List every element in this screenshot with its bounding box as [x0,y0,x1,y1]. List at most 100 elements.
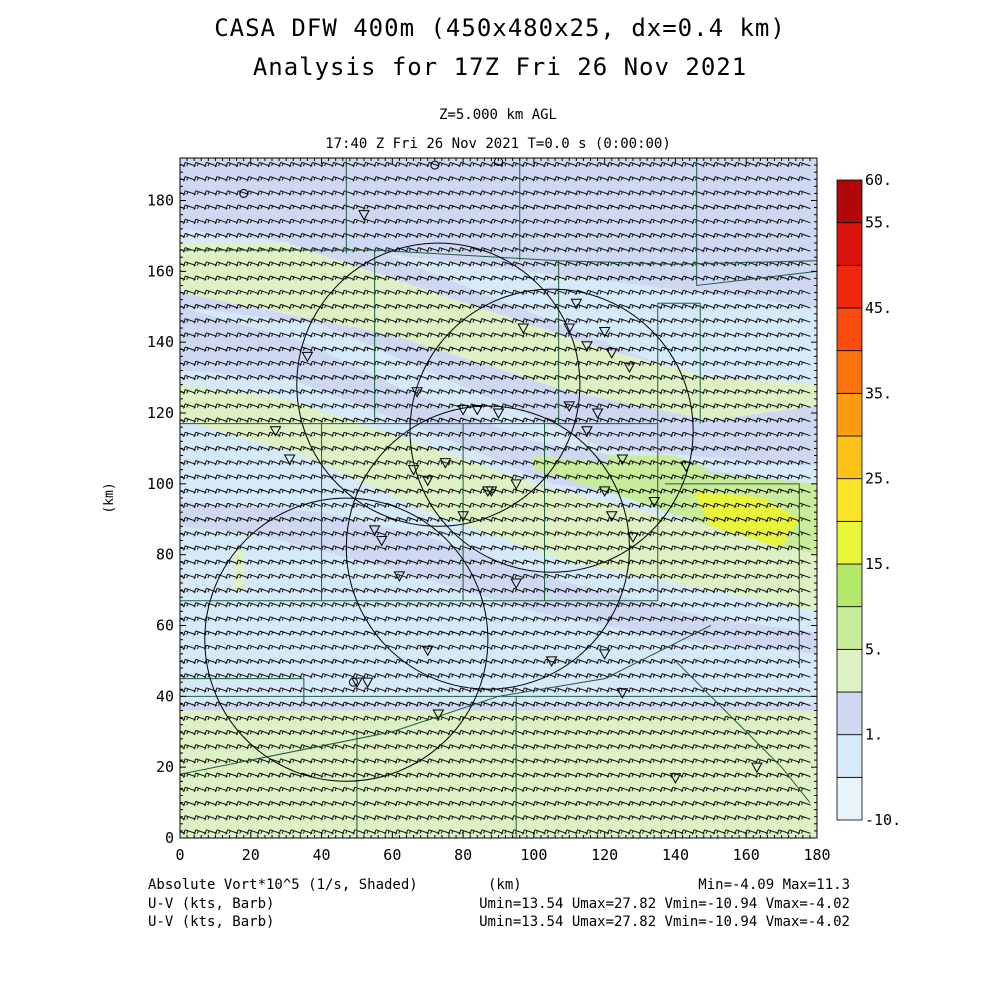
station-triangle [368,525,381,536]
station-triangle [375,536,388,547]
colorbar-label: 55. [865,214,892,232]
station-triangle [616,688,629,699]
station-circle [239,188,249,198]
x-tick-label: 160 [733,846,760,864]
colorbar-swatch [836,222,863,266]
station-triangle [393,571,406,582]
station-triangle [432,709,445,721]
y-axis-label: (km) [102,482,117,513]
shading-south [180,703,817,838]
station-triangle [517,323,530,335]
valid-time-label: 17:40 Z Fri 26 Nov 2021 T=0.0 s (0:00:00… [325,136,671,152]
colorbar-label: 45. [865,299,892,317]
colorbar-swatch [836,691,863,736]
colorbar-swatch [836,520,863,565]
station-triangle [545,656,558,667]
y-axis: 0 20 40 60 80 100 120 140 160 180 [147,164,817,847]
colorbar-swatch [836,435,863,480]
colorbar-label: 5. [865,640,883,658]
station-triangle [421,645,434,657]
x-tick-label: 100 [520,846,547,864]
x-tick-label: 140 [662,846,689,864]
colorbar-legend: -10. 1. 5. 15. 25. 35. 45. 55. 60. [836,171,901,829]
field1-range: Min=-4.09 Max=11.3 [698,877,850,893]
colorbar-label: 60. [865,171,892,189]
colorbar-swatch [836,648,863,693]
radar-range-ring [204,497,489,782]
colorbar-swatch [836,307,863,352]
y-tick-label: 0 [165,829,174,847]
colorbar-swatch [836,392,863,437]
colorbar-label: 15. [865,555,892,573]
station-triangle [750,762,763,774]
station-triangle [361,677,374,689]
x-axis: 0 20 40 60 80 100 120 140 160 180 [175,158,831,864]
station-circle [348,677,358,687]
station-triangle [421,475,434,487]
colorbar-label: -10. [865,811,901,829]
station-triangle [598,649,611,660]
y-tick-label: 80 [156,546,174,564]
station-triangle [605,348,618,359]
y-tick-label: 20 [156,758,174,776]
station-triangle [269,426,282,437]
station-triangle [563,323,576,335]
county-line [675,660,811,803]
colorbar-swatch [836,776,863,821]
station-triangle [457,511,469,522]
colorbar-swatch [836,734,863,778]
x-axis-unit: (km) [488,877,522,893]
station-triangle [358,210,370,221]
station-triangle [581,426,593,437]
station-circle [494,158,503,167]
county-line [696,158,817,287]
field3-range: Umin=13.54 Umax=27.82 Vmin=-10.94 Vmax=-… [479,914,850,930]
field1-description: Absolute Vort*10^5 (1/s, Shaded) [148,877,418,893]
station-triangle [598,327,611,338]
shading-edge [180,703,817,711]
radar-range-rings [204,242,694,782]
county-line [374,249,817,265]
station-circle [430,160,440,170]
station-triangle [581,341,593,352]
station-triangle [648,497,661,508]
y-tick-label: 40 [156,687,174,705]
y-tick-label: 100 [147,475,174,493]
level-label: Z=5.000 km AGL [438,107,557,123]
y-tick-label: 120 [147,404,174,422]
field2-range: Umin=13.54 Umax=27.82 Vmin=-10.94 Vmax=-… [479,896,850,912]
colorbar-swatch [836,478,863,522]
wind-barb-field [180,161,811,835]
x-tick-label: 60 [383,846,401,864]
station-triangle [510,479,523,490]
colorbar-label: 35. [865,384,892,402]
station-triangle [616,454,629,466]
x-tick-label: 40 [313,846,331,864]
x-tick-label: 180 [803,846,830,864]
colorbar-label: 1. [865,726,883,744]
field3-description: U-V (kts, Barb) [148,914,275,930]
county-line [728,483,800,668]
y-tick-label: 180 [147,192,174,210]
radar-range-ring [345,405,630,690]
station-triangle [627,532,639,543]
station-triangle [591,408,604,420]
y-tick-label: 60 [156,617,174,635]
x-tick-label: 0 [175,846,184,864]
station-triangle [623,362,636,373]
station-triangle [563,401,576,412]
y-tick-label: 140 [147,333,174,351]
station-markers [239,158,763,784]
radar-range-ring [409,288,694,573]
chart-title-line1: CASA DFW 400m (450x480x25, dx=0.4 km) [214,14,786,42]
colorbar-swatch [836,606,863,650]
station-triangle [485,486,498,497]
x-tick-label: 80 [454,846,472,864]
field2-description: U-V (kts, Barb) [148,896,275,912]
station-triangle [669,773,682,784]
station-triangle [605,511,618,522]
colorbar-swatch [836,264,863,309]
x-tick-label: 120 [591,846,618,864]
colorbar-swatch [836,563,863,608]
